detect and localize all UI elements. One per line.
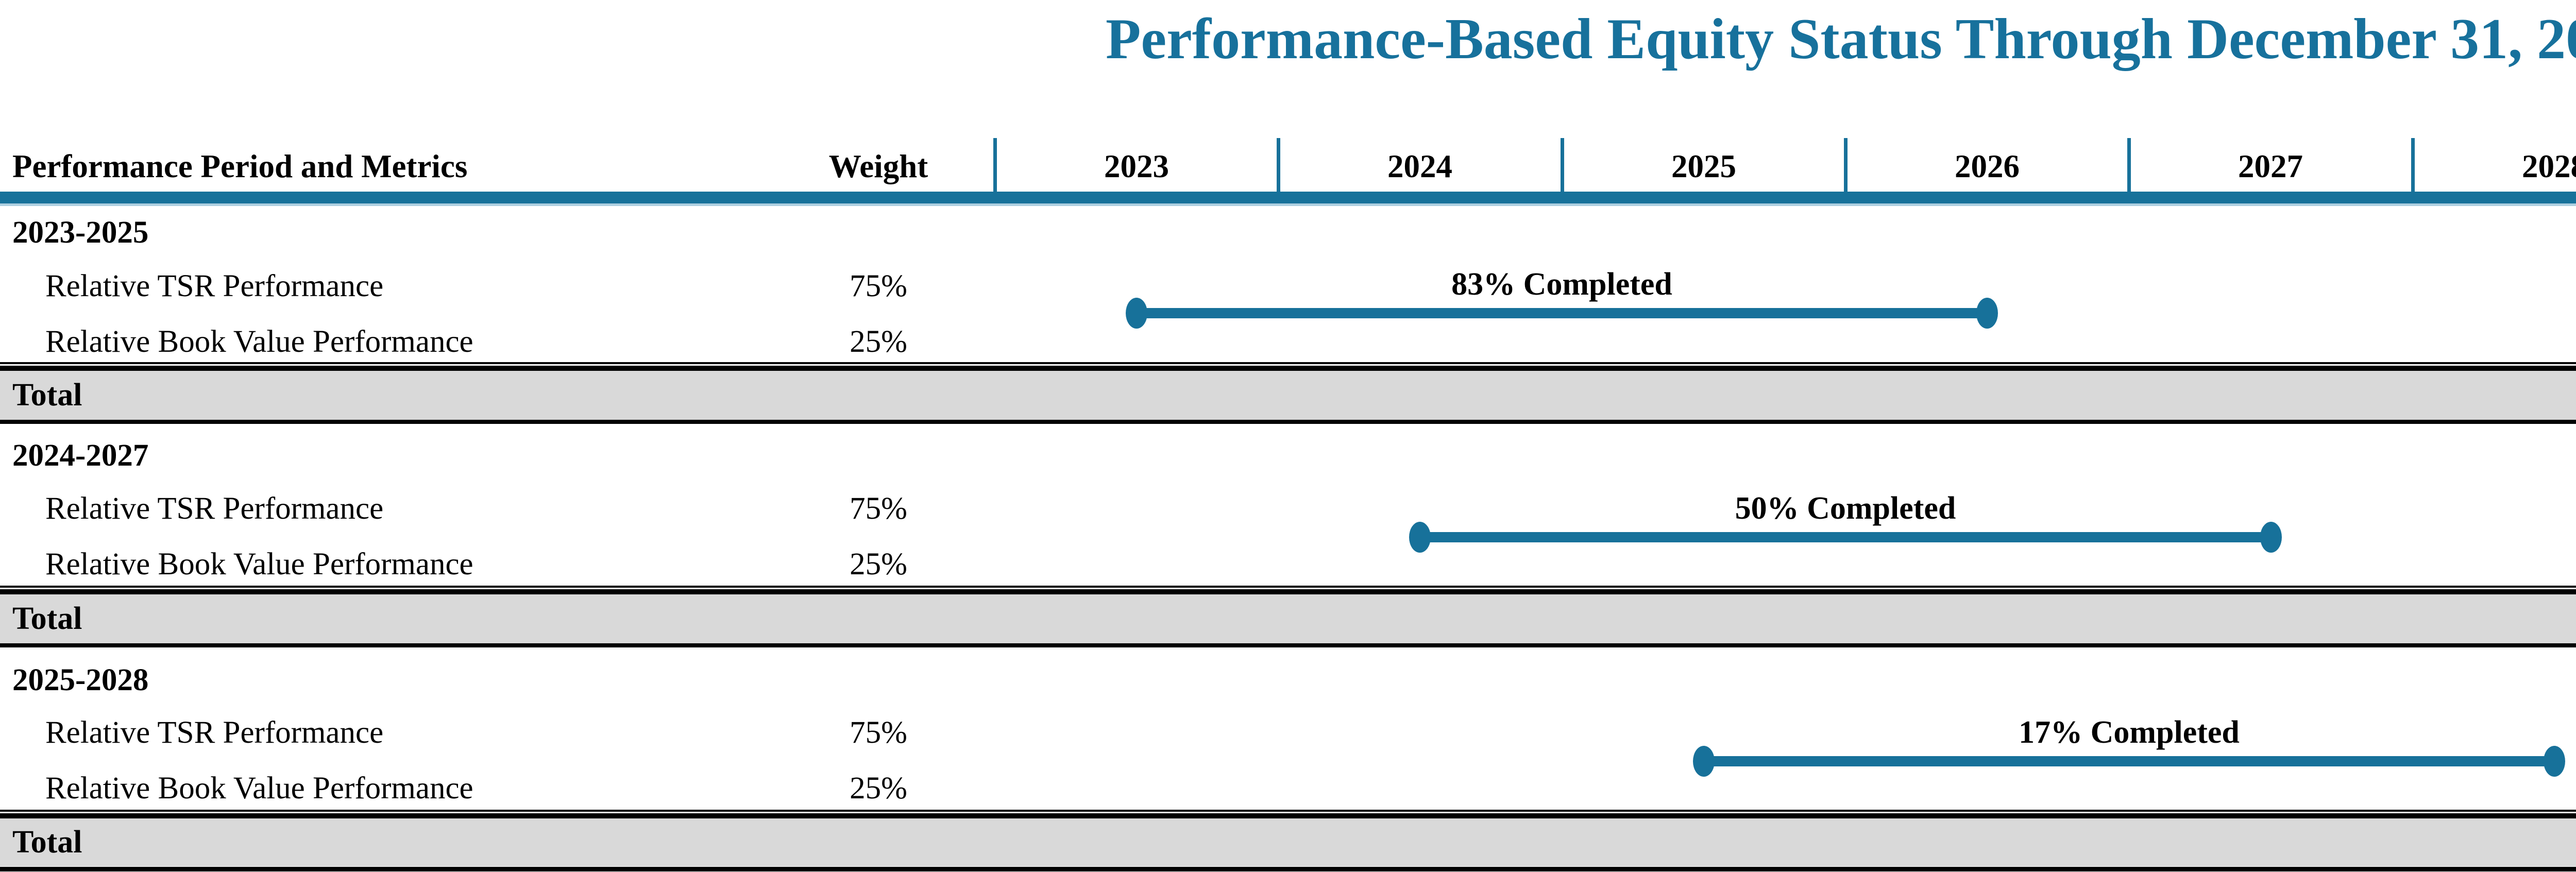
total-label: Total [12,601,82,636]
total-row: Total Tracking at Maximum 150% [0,371,2576,420]
column-separator [1277,138,1280,192]
total-label: Total [12,825,82,860]
col-header-year-2023: 2023 [1104,148,1169,184]
total-bottom-rule [0,643,2576,647]
weight-value: 75% [850,491,907,526]
period-label: 2024-2027 [12,438,149,473]
completion-bar [1137,308,1987,318]
metric-row: Relative Book Value Performance 25% Trac… [0,544,2576,585]
metric-label: Relative Book Value Performance [45,547,473,582]
bar-endpoint-dot [1409,522,1431,553]
weight-value: 25% [850,771,907,806]
column-separator [1561,138,1564,192]
column-separator [993,138,997,192]
metric-row: Relative TSR Performance 75% Tracking at… [0,266,2576,307]
bar-endpoint-dot [1976,298,1998,329]
metric-label: Relative TSR Performance [45,269,384,303]
total-bottom-rule [0,420,2576,424]
period-label: 2025-2028 [12,663,149,697]
weight-value: 25% [850,324,907,359]
col-header-year-2026: 2026 [1955,148,2020,184]
metric-row: Relative TSR Performance 75% Tracking Be… [0,712,2576,754]
col-header-year-2027: 2027 [2238,148,2303,184]
period-header-row: 2024-2027 [0,435,2576,476]
completion-bar-label: 83% Completed [1451,267,1672,302]
metric-row: Relative Book Value Performance 25% Trac… [0,768,2576,809]
period-label: 2023-2025 [12,215,149,250]
total-rule [0,586,2576,588]
total-rule [0,810,2576,812]
col-header-weight: Weight [828,148,928,184]
header-underline-band-edge [0,203,2576,206]
total-row: Total Tracking Between Threshold and Tar… [0,594,2576,643]
total-rule [0,589,2576,594]
col-header-year-2024: 2024 [1387,148,1452,184]
column-separator [2127,138,2131,192]
completion-bar [1704,756,2554,766]
col-header-metrics: Performance Period and Metrics [12,148,468,184]
total-rule [0,813,2576,818]
completion-bar-label: 50% Completed [1735,491,1956,526]
bar-endpoint-dot [1126,298,1147,329]
header-underline-band [0,192,2576,203]
weight-value: 75% [850,269,907,303]
total-row: Total Tracking Between Threshold and Tar… [0,818,2576,866]
bar-endpoint-dot [2544,746,2565,777]
metric-label: Relative TSR Performance [45,491,384,526]
completion-bar [1420,532,2271,542]
total-rule [0,362,2576,364]
total-label: Total [12,378,82,413]
bar-endpoint-dot [2260,522,2282,553]
page-title: Performance-Based Equity Status Through … [1105,7,2576,71]
weight-value: 25% [850,547,907,582]
column-separator [1844,138,1848,192]
column-separator [2411,138,2415,192]
period-header-row: 2025-2028 [0,660,2576,701]
period-header-row: 2023-2025 [0,212,2576,253]
total-rule [0,366,2576,371]
bar-endpoint-dot [1693,746,1715,777]
metric-label: Relative TSR Performance [45,715,384,750]
col-header-year-2028: 2028 [2522,148,2576,184]
weight-value: 75% [850,715,907,750]
metric-row: Relative TSR Performance 75% Tracking Be… [0,488,2576,529]
metric-label: Relative Book Value Performance [45,324,473,359]
completion-bar-label: 17% Completed [2019,715,2240,750]
metric-row: Relative Book Value Performance 25% Trac… [0,321,2576,363]
metric-label: Relative Book Value Performance [45,771,473,806]
total-bottom-rule [0,867,2576,871]
col-header-year-2025: 2025 [1671,148,1736,184]
